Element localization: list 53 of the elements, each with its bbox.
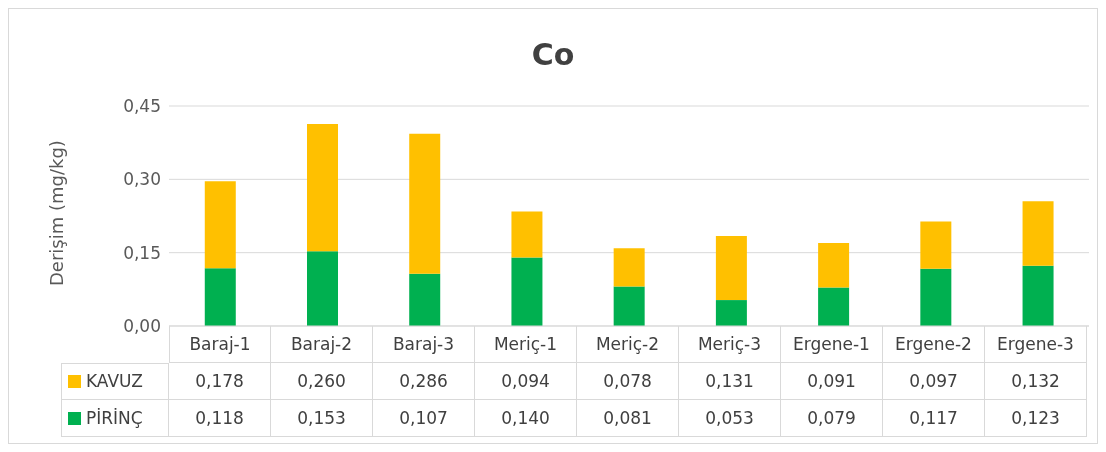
bar [818, 242, 850, 288]
bar [715, 236, 747, 301]
bar [307, 251, 338, 326]
bar [715, 300, 747, 326]
data-label: 0,094 [475, 363, 577, 400]
chart-title: Co [530, 37, 576, 72]
x-tick-label: Meriç-2 [577, 326, 679, 363]
data-label: 0,286 [373, 363, 475, 400]
bar [613, 286, 645, 326]
y-tick-label: 0,00 [123, 316, 161, 337]
y-axis-title: Derişim (mg/kg) [46, 140, 68, 286]
bar [409, 133, 441, 274]
x-tick-label: Ergene-3 [985, 326, 1087, 363]
data-label: 0,123 [985, 400, 1087, 437]
data-label: 0,131 [679, 363, 781, 400]
bar [409, 273, 441, 326]
bar [511, 257, 543, 326]
bar [204, 268, 236, 326]
x-tick-label: Meriç-3 [679, 326, 781, 363]
legend-label: KAVUZ [86, 371, 143, 391]
bar [920, 221, 952, 269]
bar [1022, 201, 1054, 266]
data-label: 0,081 [577, 400, 679, 437]
data-label: 0,078 [577, 363, 679, 400]
data-label: 0,091 [781, 363, 883, 400]
y-tick-label: 0,15 [123, 242, 161, 263]
y-tick-label: 0,30 [123, 169, 161, 190]
bar [613, 248, 645, 287]
x-tick-label: Ergene-1 [781, 326, 883, 363]
data-label: 0,053 [679, 400, 781, 437]
x-tick-label: Baraj-3 [373, 326, 475, 363]
bar [307, 124, 338, 252]
x-tick-label: Baraj-2 [271, 326, 373, 363]
bar [818, 287, 850, 326]
data-label: 0,260 [271, 363, 373, 400]
bar [204, 181, 236, 269]
x-tick-label: Baraj-1 [169, 326, 271, 363]
data-label: 0,132 [985, 363, 1087, 400]
data-label: 0,097 [883, 363, 985, 400]
bar [511, 211, 543, 258]
y-tick-label: 0,45 [123, 96, 161, 117]
bar [920, 268, 952, 326]
legend-label: PİRİNÇ [86, 408, 143, 428]
data-label: 0,079 [781, 400, 883, 437]
data-label: 0,178 [169, 363, 271, 400]
data-label: 0,117 [883, 400, 985, 437]
x-tick-label: Ergene-2 [883, 326, 985, 363]
data-label: 0,153 [271, 400, 373, 437]
data-label: 0,140 [475, 400, 577, 437]
data-label: 0,118 [169, 400, 271, 437]
bar [1022, 265, 1054, 326]
x-tick-label: Meriç-1 [475, 326, 577, 363]
data-label: 0,107 [373, 400, 475, 437]
